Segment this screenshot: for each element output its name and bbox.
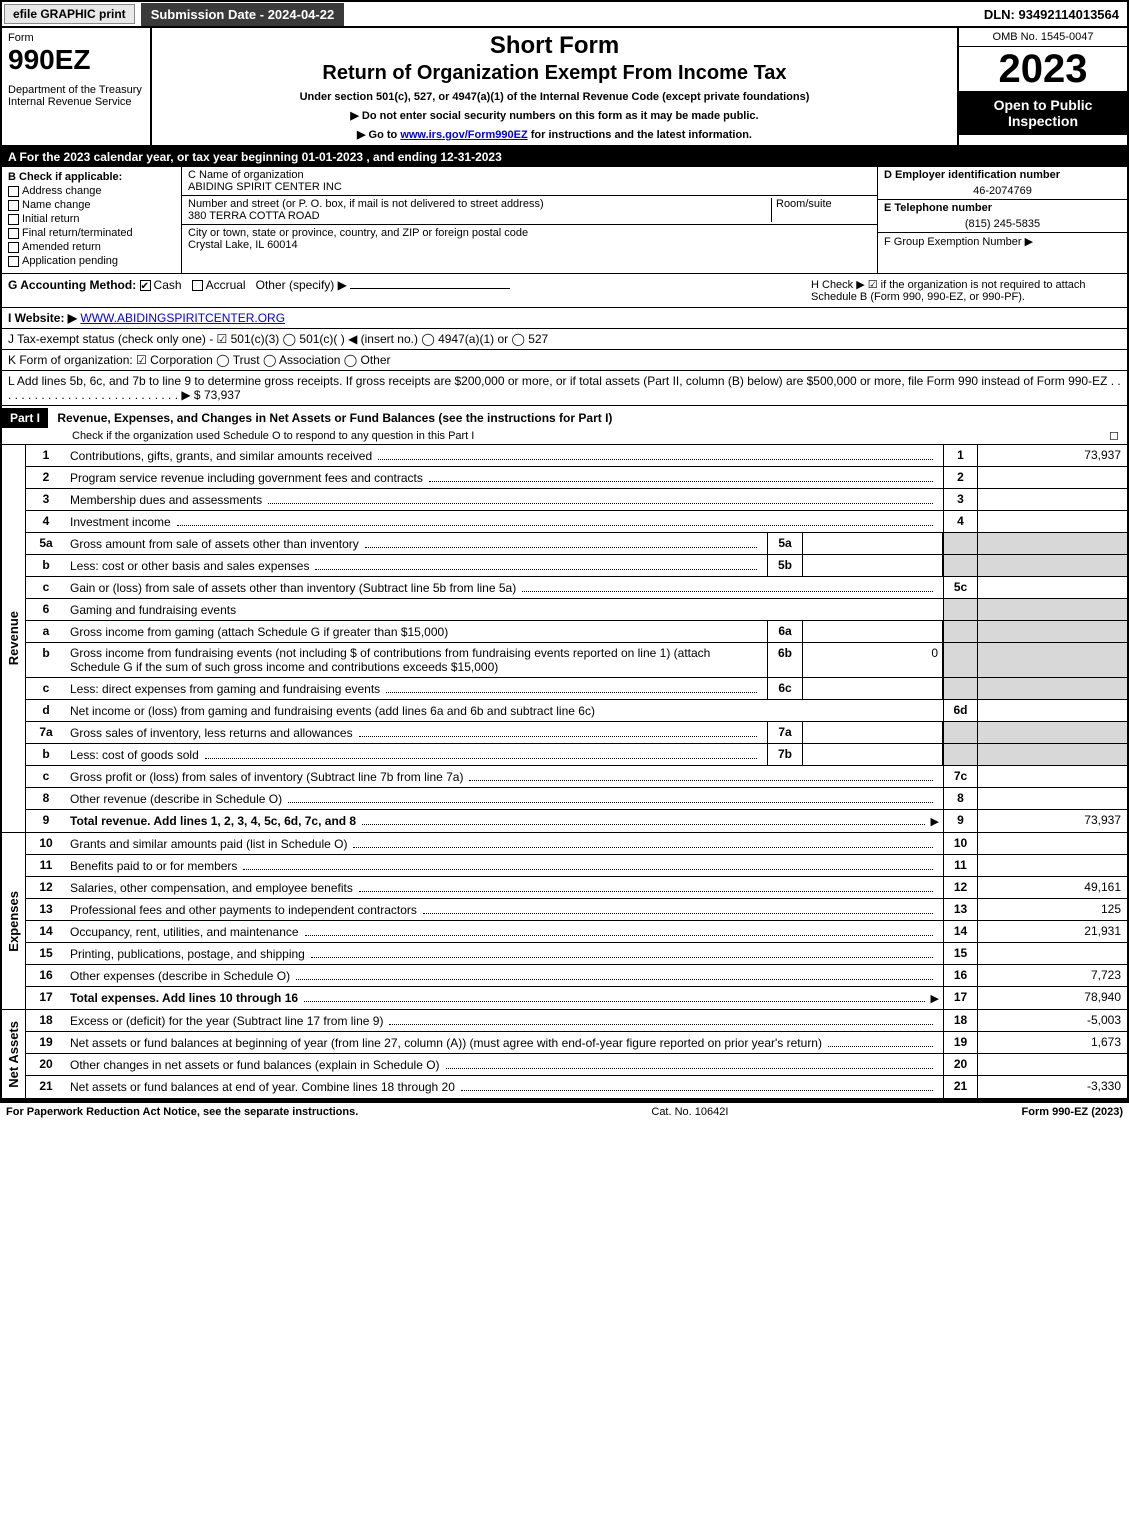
form-header: Form 990EZ Department of the Treasury In… xyxy=(2,28,1127,147)
telephone-label: E Telephone number xyxy=(878,199,1127,216)
footer-left: For Paperwork Reduction Act Notice, see … xyxy=(6,1106,358,1118)
subtitle: Under section 501(c), 527, or 4947(a)(1)… xyxy=(160,91,949,103)
street-label: Number and street (or P. O. box, if mail… xyxy=(188,198,771,210)
net-assets-section: Net Assets 18Excess or (deficit) for the… xyxy=(2,1010,1127,1100)
note-ssn: ▶ Do not enter social security numbers o… xyxy=(160,109,949,122)
line-j: J Tax-exempt status (check only one) - ☑… xyxy=(2,329,1127,350)
expenses-vlabel: Expenses xyxy=(6,891,21,952)
box-b: B Check if applicable: Address change Na… xyxy=(2,167,182,273)
note-goto-pre: ▶ Go to xyxy=(357,129,400,141)
line-21-value: -3,330 xyxy=(977,1076,1127,1098)
line-l: L Add lines 5b, 6c, and 7b to line 9 to … xyxy=(2,371,1127,406)
chk-name-change[interactable]: Name change xyxy=(8,199,175,211)
chk-amended-return[interactable]: Amended return xyxy=(8,241,175,253)
expenses-section: Expenses 10Grants and similar amounts pa… xyxy=(2,833,1127,1010)
street-value: 380 TERRA COTTA ROAD xyxy=(188,210,771,222)
note-goto: ▶ Go to www.irs.gov/Form990EZ for instru… xyxy=(160,128,949,141)
chk-application-pending[interactable]: Application pending xyxy=(8,255,175,267)
city-value: Crystal Lake, IL 60014 xyxy=(188,239,871,251)
page-footer: For Paperwork Reduction Act Notice, see … xyxy=(0,1102,1129,1121)
form-number: 990EZ xyxy=(8,44,144,76)
ein-value: 46-2074769 xyxy=(878,183,1127,199)
other-specify: Other (specify) ▶ xyxy=(256,278,347,292)
box-b-label: B Check if applicable: xyxy=(8,171,175,183)
room-suite-label: Room/suite xyxy=(771,198,871,222)
line-i: I Website: ▶ WWW.ABIDINGSPIRITCENTER.ORG xyxy=(2,308,1127,329)
line-h: H Check ▶ ☑ if the organization is not r… xyxy=(811,278,1121,303)
net-assets-vlabel: Net Assets xyxy=(6,1021,21,1088)
title-return: Return of Organization Exempt From Incom… xyxy=(160,62,949,85)
website-label: I Website: ▶ xyxy=(8,311,77,325)
form-word: Form xyxy=(8,32,144,44)
tax-year: 2023 xyxy=(959,47,1127,91)
line-16-value: 7,723 xyxy=(977,965,1127,986)
chk-initial-return[interactable]: Initial return xyxy=(8,213,175,225)
revenue-vlabel: Revenue xyxy=(6,611,21,665)
chk-accrual[interactable] xyxy=(192,280,203,291)
footer-catalog: Cat. No. 10642I xyxy=(651,1106,728,1118)
org-name-label: C Name of organization xyxy=(188,169,871,181)
line-14-value: 21,931 xyxy=(977,921,1127,942)
line-18-value: -5,003 xyxy=(977,1010,1127,1031)
part-i-header: Part I Revenue, Expenses, and Changes in… xyxy=(2,406,1127,445)
city-label: City or town, state or province, country… xyxy=(188,227,871,239)
part-i-title: Revenue, Expenses, and Changes in Net As… xyxy=(51,411,612,425)
accounting-method-label: G Accounting Method: xyxy=(8,278,136,292)
line-19-value: 1,673 xyxy=(977,1032,1127,1053)
submission-date: Submission Date - 2024-04-22 xyxy=(141,3,345,26)
line-6b-value: 0 xyxy=(803,643,943,677)
org-name: ABIDING SPIRIT CENTER INC xyxy=(188,181,871,193)
line-1-value: 73,937 xyxy=(977,445,1127,466)
header-boxes: B Check if applicable: Address change Na… xyxy=(2,167,1127,274)
box-c: C Name of organization ABIDING SPIRIT CE… xyxy=(182,167,877,273)
line-12-value: 49,161 xyxy=(977,877,1127,898)
box-d-e-f: D Employer identification number 46-2074… xyxy=(877,167,1127,273)
dln-label: DLN: 93492114013564 xyxy=(976,3,1127,26)
efile-print-button[interactable]: efile GRAPHIC print xyxy=(4,4,135,24)
part-i-checkbox[interactable]: ◻ xyxy=(1109,428,1127,442)
title-short-form: Short Form xyxy=(160,32,949,60)
top-bar: efile GRAPHIC print Submission Date - 20… xyxy=(2,2,1127,28)
irs-link[interactable]: www.irs.gov/Form990EZ xyxy=(400,129,527,141)
group-exemption-label: F Group Exemption Number ▶ xyxy=(878,232,1127,250)
website-link[interactable]: WWW.ABIDINGSPIRITCENTER.ORG xyxy=(80,311,285,325)
line-a: A For the 2023 calendar year, or tax yea… xyxy=(2,147,1127,167)
ein-label: D Employer identification number xyxy=(878,167,1127,183)
department-label: Department of the Treasury Internal Reve… xyxy=(8,84,144,108)
telephone-value: (815) 245-5835 xyxy=(878,216,1127,232)
chk-address-change[interactable]: Address change xyxy=(8,185,175,197)
part-i-check-text: Check if the organization used Schedule … xyxy=(2,430,474,442)
line-17-value: 78,940 xyxy=(977,987,1127,1009)
line-g-h: G Accounting Method: Cash Accrual Other … xyxy=(2,274,1127,308)
note-goto-post: for instructions and the latest informat… xyxy=(528,129,752,141)
chk-cash[interactable] xyxy=(140,280,151,291)
omb-number: OMB No. 1545-0047 xyxy=(959,28,1127,47)
line-13-value: 125 xyxy=(977,899,1127,920)
line-9-value: 73,937 xyxy=(977,810,1127,832)
line-k: K Form of organization: ☑ Corporation ◯ … xyxy=(2,350,1127,371)
gross-receipts-value: 73,937 xyxy=(204,388,241,402)
chk-final-return[interactable]: Final return/terminated xyxy=(8,227,175,239)
revenue-section: Revenue 1Contributions, gifts, grants, a… xyxy=(2,445,1127,833)
footer-form-ref: Form 990-EZ (2023) xyxy=(1022,1106,1123,1118)
open-to-public: Open to Public Inspection xyxy=(959,91,1127,135)
part-i-label: Part I xyxy=(2,408,48,428)
